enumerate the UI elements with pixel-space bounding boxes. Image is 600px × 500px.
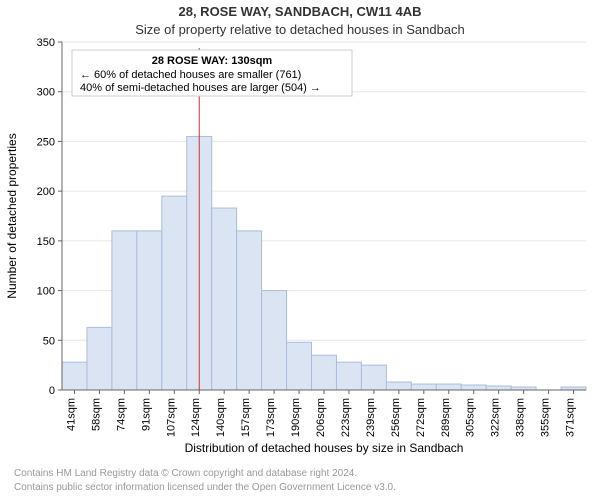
- x-tick-label: 338sqm: [515, 398, 527, 437]
- histogram-bar: [137, 231, 162, 390]
- y-tick-label: 250: [37, 136, 55, 148]
- y-tick-label: 100: [37, 286, 55, 298]
- x-tick-label: 140sqm: [215, 398, 227, 437]
- histogram-bar: [237, 231, 262, 390]
- x-axis-label: Distribution of detached houses by size …: [185, 441, 464, 455]
- histogram-bar: [312, 355, 337, 390]
- x-tick-label: 289sqm: [440, 398, 452, 437]
- histogram-bar: [361, 365, 386, 390]
- x-tick-label: 157sqm: [240, 398, 252, 437]
- x-tick-label: 305sqm: [465, 398, 477, 437]
- histogram-bar: [436, 384, 461, 390]
- x-tick-label: 124sqm: [190, 398, 202, 437]
- histogram-bar: [212, 208, 237, 390]
- x-tick-label: 223sqm: [340, 398, 352, 437]
- x-tick-label: 371sqm: [565, 398, 577, 437]
- x-tick-label: 190sqm: [290, 398, 302, 437]
- x-tick-label: 91sqm: [140, 398, 152, 431]
- histogram-bar: [461, 385, 486, 390]
- y-tick-label: 0: [49, 385, 55, 397]
- chart-title: 28, ROSE WAY, SANDBACH, CW11 4AB: [179, 4, 422, 19]
- histogram-bar: [62, 362, 87, 390]
- histogram-bar: [162, 196, 187, 390]
- footer-line: Contains HM Land Registry data © Crown c…: [14, 468, 357, 479]
- histogram-bar: [411, 384, 436, 390]
- histogram-chart: 28, ROSE WAY, SANDBACH, CW11 4AB Size of …: [0, 0, 600, 500]
- chart-container: 28, ROSE WAY, SANDBACH, CW11 4AB Size of …: [0, 0, 600, 500]
- y-tick-label: 350: [37, 37, 55, 49]
- x-tick-label: 272sqm: [415, 398, 427, 437]
- x-tick-label: 322sqm: [490, 398, 502, 437]
- histogram-bar: [386, 382, 411, 390]
- callout-title: 28 ROSE WAY: 130sqm: [152, 55, 273, 67]
- y-axis-label: Number of detached properties: [5, 133, 19, 298]
- chart-subtitle: Size of property relative to detached ho…: [135, 22, 465, 37]
- y-tick-label: 200: [37, 186, 55, 198]
- histogram-bar: [336, 362, 361, 390]
- histogram-bar: [486, 386, 511, 390]
- x-tick-label: 355sqm: [540, 398, 552, 437]
- x-tick-label: 58sqm: [90, 398, 102, 431]
- histogram-bar: [87, 327, 112, 390]
- x-tick-label: 206sqm: [315, 398, 327, 437]
- y-tick-label: 50: [43, 335, 55, 347]
- callout-line: ← 60% of detached houses are smaller (76…: [80, 69, 301, 81]
- x-tick-label: 173sqm: [265, 398, 277, 437]
- x-tick-label: 239sqm: [365, 398, 377, 437]
- x-tick-label: 74sqm: [115, 398, 127, 431]
- callout-line: 40% of semi-detached houses are larger (…: [80, 82, 321, 94]
- x-tick-label: 256sqm: [390, 398, 402, 437]
- y-tick-label: 150: [37, 236, 55, 248]
- y-tick-label: 300: [37, 87, 55, 99]
- histogram-bar: [287, 342, 312, 390]
- x-tick-label: 107sqm: [165, 398, 177, 437]
- histogram-bar: [112, 231, 137, 390]
- footer-line: Contains public sector information licen…: [14, 482, 396, 493]
- x-tick-label: 41sqm: [65, 398, 77, 431]
- histogram-bar: [262, 291, 287, 390]
